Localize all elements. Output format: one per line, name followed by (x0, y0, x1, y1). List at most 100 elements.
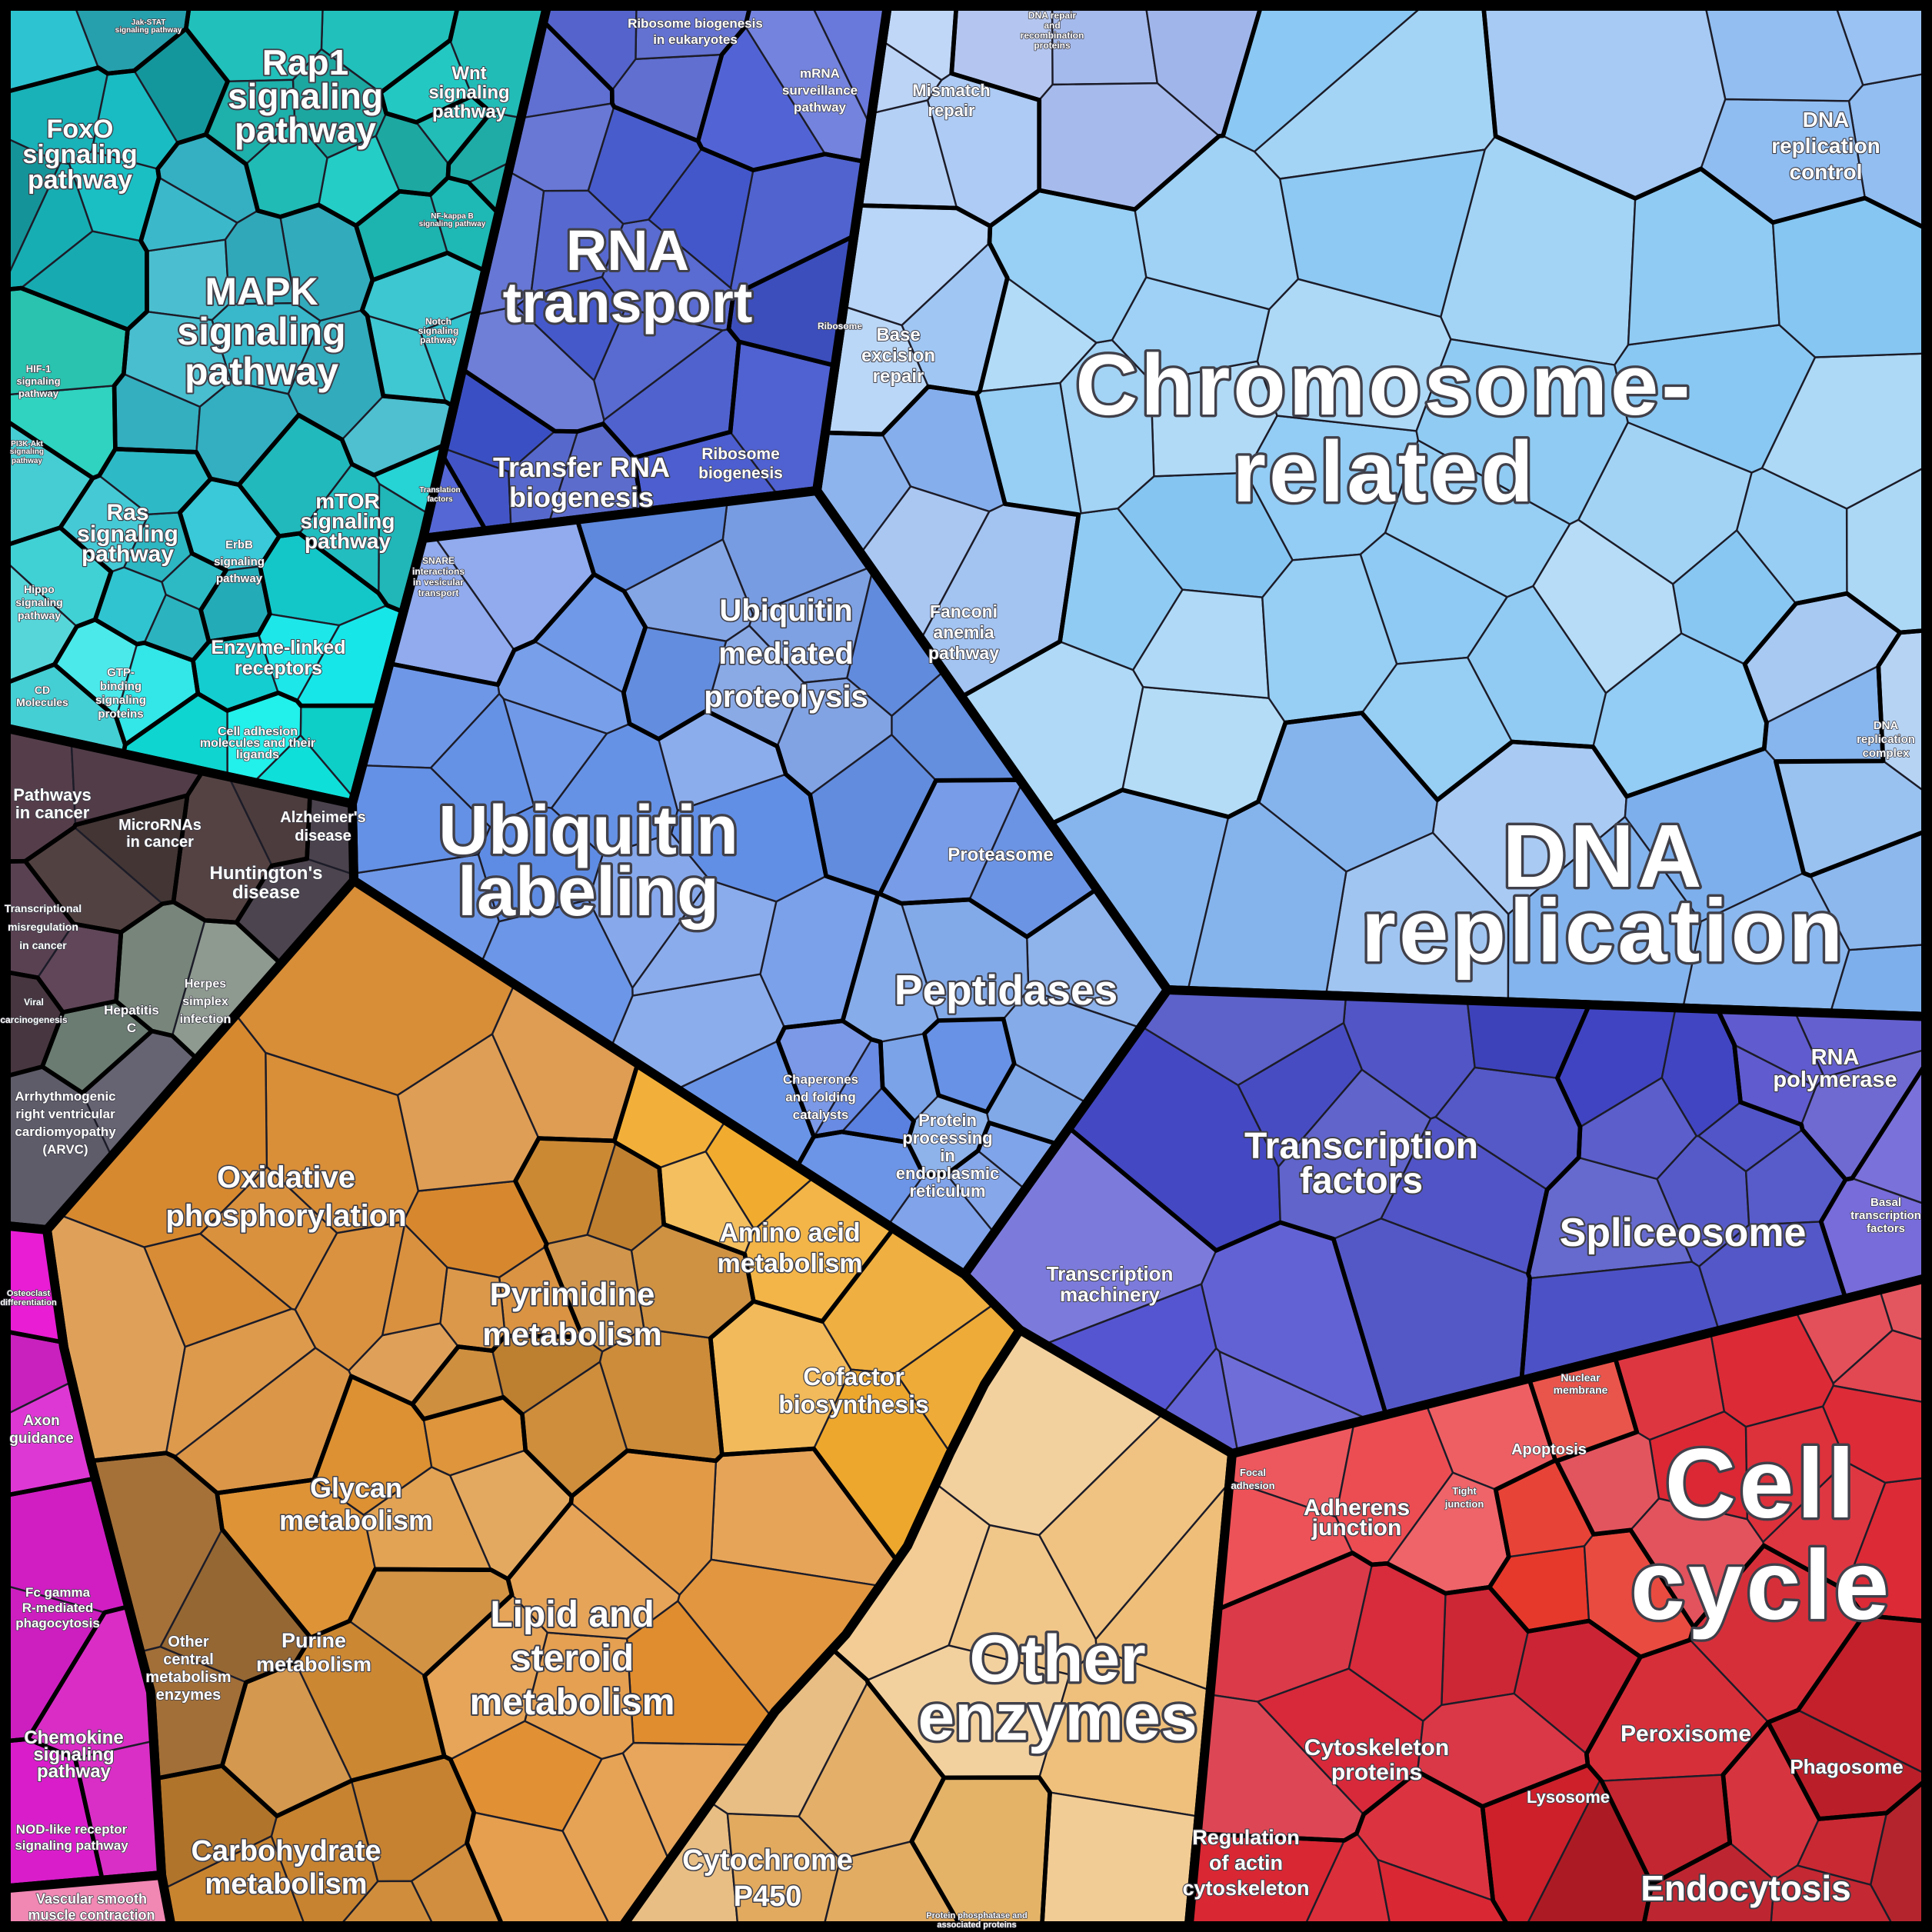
svg-text:signaling: signaling (418, 325, 459, 336)
svg-text:muscle contraction: muscle contraction (28, 1907, 155, 1923)
svg-text:endoplasmic: endoplasmic (896, 1164, 999, 1183)
svg-text:differentiation: differentiation (0, 1298, 57, 1307)
svg-text:proteolysis: proteolysis (704, 680, 868, 714)
svg-text:and folding: and folding (785, 1090, 856, 1104)
svg-text:Transcription: Transcription (1244, 1126, 1478, 1167)
svg-text:Chromosome-: Chromosome- (1075, 337, 1693, 433)
svg-text:mediated: mediated (718, 637, 854, 671)
svg-text:pathway: pathway (305, 529, 391, 553)
svg-text:Cytochrome: Cytochrome (682, 1844, 853, 1877)
svg-text:MicroRNAs: MicroRNAs (118, 817, 202, 834)
svg-text:Amino acid: Amino acid (719, 1218, 860, 1247)
svg-text:phagocytosis: phagocytosis (15, 1616, 100, 1631)
svg-text:Ubiquitin: Ubiquitin (719, 594, 852, 628)
svg-text:NOD-like receptor: NOD-like receptor (16, 1822, 128, 1837)
svg-text:Chemokine: Chemokine (24, 1727, 123, 1748)
svg-text:enzymes: enzymes (918, 1681, 1197, 1754)
svg-text:FoxO: FoxO (47, 115, 114, 144)
svg-text:surveillance: surveillance (782, 83, 858, 98)
svg-text:C: C (127, 1021, 136, 1035)
svg-text:repair: repair (928, 101, 975, 120)
svg-text:replication: replication (1771, 134, 1880, 158)
svg-text:of actin: of actin (1209, 1851, 1283, 1874)
svg-text:Peptidases: Peptidases (894, 966, 1118, 1014)
svg-text:pathway: pathway (37, 1761, 112, 1782)
svg-text:pathway: pathway (235, 110, 376, 150)
svg-text:Pathways: Pathways (13, 785, 92, 804)
svg-text:Jak-STAT: Jak-STAT (132, 18, 166, 27)
svg-text:signaling: signaling (214, 555, 265, 568)
svg-text:mRNA: mRNA (800, 66, 840, 81)
svg-text:in cancer: in cancer (19, 939, 67, 951)
svg-text:machinery: machinery (1060, 1283, 1161, 1306)
svg-text:proteins: proteins (1034, 40, 1071, 51)
svg-text:pathway: pathway (216, 572, 263, 585)
svg-text:in cancer: in cancer (126, 834, 194, 851)
svg-text:cycle: cycle (1631, 1531, 1892, 1641)
svg-text:P450: P450 (734, 1880, 802, 1913)
svg-text:replication: replication (1857, 733, 1915, 746)
svg-text:enzymes: enzymes (156, 1687, 222, 1704)
svg-text:pathway: pathway (432, 102, 507, 122)
svg-text:Cell adhesion: Cell adhesion (218, 725, 298, 738)
svg-text:Mismatch: Mismatch (912, 81, 990, 100)
svg-text:factors: factors (1867, 1222, 1905, 1235)
svg-text:reticulum: reticulum (909, 1181, 985, 1201)
svg-text:anemia: anemia (933, 622, 994, 642)
svg-text:signaling: signaling (228, 76, 383, 116)
svg-text:Lipid and: Lipid and (490, 1594, 654, 1635)
svg-text:Ubiquitin: Ubiquitin (438, 792, 738, 869)
svg-text:Notch: Notch (425, 316, 451, 327)
svg-text:CD: CD (35, 684, 50, 696)
svg-text:NF-kappa B: NF-kappa B (431, 212, 474, 221)
svg-text:proteins: proteins (1331, 1760, 1422, 1785)
svg-text:biosynthesis: biosynthesis (778, 1391, 929, 1418)
svg-text:guidance: guidance (9, 1431, 73, 1447)
svg-text:RNA: RNA (1811, 1045, 1860, 1070)
svg-text:Viral: Viral (24, 997, 44, 1008)
svg-text:Cofactor: Cofactor (803, 1363, 904, 1391)
svg-text:disease: disease (295, 828, 351, 844)
svg-text:metabolism: metabolism (482, 1316, 661, 1352)
svg-text:Adherens: Adherens (1304, 1495, 1410, 1521)
svg-text:catalysts: catalysts (793, 1108, 849, 1122)
svg-text:processing: processing (902, 1128, 992, 1148)
svg-text:adhesion: adhesion (1231, 1480, 1274, 1491)
svg-text:Axon: Axon (23, 1413, 60, 1429)
svg-text:metabolism: metabolism (718, 1249, 863, 1278)
svg-text:pathway: pathway (18, 609, 61, 621)
svg-text:HIF-1: HIF-1 (26, 363, 52, 375)
svg-text:cytoskeleton: cytoskeleton (1182, 1877, 1309, 1900)
svg-text:signaling: signaling (22, 140, 137, 169)
svg-text:Protein: Protein (918, 1111, 977, 1130)
svg-text:DNA: DNA (1874, 719, 1899, 732)
svg-text:excision: excision (861, 345, 935, 366)
svg-text:signaling: signaling (95, 694, 146, 707)
svg-text:mTOR: mTOR (315, 489, 380, 513)
svg-text:RNA: RNA (566, 218, 689, 282)
svg-text:metabolism: metabolism (279, 1504, 433, 1536)
svg-text:Apoptosis: Apoptosis (1511, 1441, 1587, 1458)
svg-text:Molecules: Molecules (16, 696, 68, 708)
svg-text:metabolism: metabolism (256, 1653, 371, 1676)
svg-text:disease: disease (232, 882, 300, 903)
svg-text:R-mediated: R-mediated (22, 1601, 94, 1615)
svg-text:pathway: pathway (794, 100, 847, 115)
svg-text:infection: infection (180, 1013, 232, 1026)
svg-text:related: related (1232, 424, 1536, 520)
svg-text:PI3K-Akt: PI3K-Akt (11, 440, 43, 448)
svg-text:receptors: receptors (235, 658, 322, 679)
svg-text:Cell: Cell (1665, 1429, 1858, 1539)
svg-text:Fc gamma: Fc gamma (25, 1585, 91, 1600)
svg-text:membrane: membrane (1554, 1384, 1608, 1396)
svg-text:junction: junction (1444, 1498, 1484, 1510)
svg-text:transcription: transcription (1850, 1209, 1921, 1222)
svg-text:Lysosome: Lysosome (1527, 1787, 1610, 1807)
svg-text:SNARE: SNARE (422, 555, 455, 566)
svg-text:Oxidative: Oxidative (217, 1161, 355, 1194)
svg-text:MAPK: MAPK (205, 270, 318, 313)
svg-text:signaling pathway: signaling pathway (419, 220, 486, 228)
svg-text:pathway: pathway (12, 457, 42, 465)
svg-text:replication: replication (1361, 881, 1847, 981)
svg-text:Fanconi: Fanconi (930, 601, 998, 621)
